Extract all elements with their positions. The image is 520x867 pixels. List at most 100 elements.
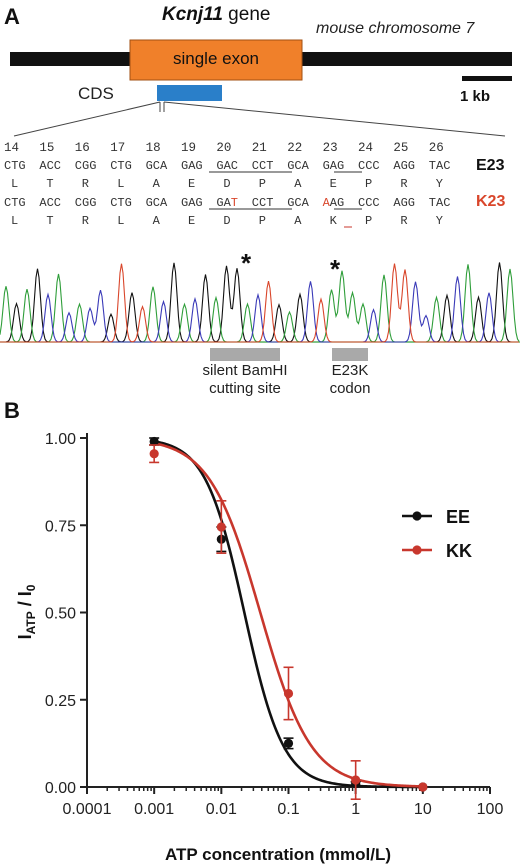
wt-amino-acid: D: [223, 177, 230, 191]
mutant-amino-acid: D: [223, 214, 230, 228]
wt-codon: GCA: [146, 159, 168, 173]
e23k-label: E23K codon: [315, 362, 385, 398]
annotation-bars: [210, 348, 368, 361]
exon-box: [129, 39, 303, 81]
mutant-amino-acid: E: [188, 214, 195, 228]
codon-number: 16: [75, 141, 90, 155]
codon-number: 17: [110, 141, 125, 155]
exon-label: single exon: [172, 49, 259, 68]
chart-legend: EE KK: [402, 507, 472, 561]
codon-number: 21: [252, 141, 267, 155]
mutant-amino-acid: R: [82, 214, 89, 228]
mutant-codon: GAG: [181, 196, 203, 210]
bamhi-bar: [210, 348, 280, 361]
y-tick-label: 0.25: [45, 693, 76, 710]
e23k-bar: [332, 348, 368, 361]
y-label-sub2: 0: [24, 584, 38, 591]
y-tick-label: 0.75: [45, 518, 76, 535]
mutant-codon: GCA: [287, 196, 309, 210]
y-tick-label: 0.50: [45, 606, 76, 623]
legend-label-kk: KK: [446, 541, 472, 561]
y-tick-label: 0.00: [45, 780, 76, 797]
legend-marker-ee: [412, 511, 422, 521]
x-tick-label: 100: [477, 801, 504, 818]
asterisk-1: *: [241, 248, 252, 278]
sequence-alignment: 14 15 16 17 18 19 20 21 22 23 24 25 26 CTG ACC CGG CTG G…: [4, 141, 505, 278]
cds-box: [157, 85, 222, 101]
wt-amino-acid: E: [330, 177, 337, 191]
chromosome-label: mouse chromosome 7: [316, 20, 475, 37]
chart-axes: 0.00 0.25 0.50 0.75 1.00 0.0001 0.001 0.01 0.1 1 1…: [45, 431, 504, 818]
zoom-line-right: [163, 101, 506, 137]
bamhi-label-line-2: cutting site: [209, 380, 281, 397]
e23k-label-line-1: E23K: [331, 362, 369, 379]
y-label-sub: ATP: [24, 611, 38, 634]
mutant-amino-acid: L: [11, 214, 18, 228]
mutant-codon: CCC: [358, 196, 380, 210]
mutant-amino-acid: K: [330, 214, 338, 228]
wt-codon: AGG: [393, 159, 415, 173]
fit-curve-kk: [153, 441, 423, 788]
data-point-kk: [149, 449, 159, 459]
codon-number: 18: [146, 141, 161, 155]
x-tick-label: 0.0001: [63, 801, 112, 818]
mutant-amino-acid: R: [400, 214, 407, 228]
wt-codon: ACC: [39, 159, 61, 173]
x-tick-label: 0.1: [277, 801, 299, 818]
data-point-kk: [216, 522, 226, 532]
wt-codon: GCA: [287, 159, 309, 173]
panel-a-letter: A: [4, 4, 20, 29]
mutant-amino-acid: A: [294, 214, 302, 228]
codon-number: 24: [358, 141, 373, 155]
codon-numbers: 14 15 16 17 18 19 20 21 22 23 24 25 26: [4, 141, 444, 155]
scale-bar: [462, 76, 512, 81]
data-point-kk: [283, 688, 294, 699]
gene-name: Kcnj11: [162, 4, 223, 25]
data-point-ee: [149, 436, 159, 447]
wt-codon: CCT: [252, 159, 274, 173]
x-tick-label: 10: [414, 801, 432, 818]
wt-amino-acid: E: [188, 177, 195, 191]
x-tick-label: 0.001: [134, 801, 174, 818]
mutant-codon: CTG: [4, 196, 26, 210]
data-point-kk: [351, 775, 361, 785]
wt-amino-acid: R: [400, 177, 407, 191]
mutant-codon: GCA: [146, 196, 168, 210]
codon-number: 19: [181, 141, 196, 155]
mutant-amino-acid: T: [46, 214, 53, 228]
wt-label: E23: [476, 157, 505, 174]
e23k-label-line-2: codon: [329, 380, 371, 397]
wt-amino-acid: Y: [436, 177, 443, 191]
x-tick-label: 1: [351, 801, 360, 818]
codon-number: 23: [323, 141, 338, 155]
codon-number: 26: [429, 141, 444, 155]
mutant-amino-acid: Y: [436, 214, 443, 228]
wt-codon: CCC: [358, 159, 380, 173]
wt-amino-acid: L: [11, 177, 18, 191]
trace-a: [0, 264, 520, 343]
mutant-codon: CTG: [110, 196, 132, 210]
gene-word: gene: [222, 4, 271, 25]
trace-c: [0, 276, 519, 343]
wt-codon: TAC: [429, 159, 451, 173]
zoom-line-left: [13, 101, 161, 137]
panel-b-letter: B: [4, 398, 20, 423]
trace-t: [0, 263, 519, 343]
y-label-main: I: [15, 634, 35, 639]
wt-codon: GAC: [216, 159, 238, 173]
codon-number: 20: [216, 141, 231, 155]
wt-codon: CGG: [75, 159, 97, 173]
y-axis-label: IATP / I0: [15, 584, 38, 639]
chart-points: [149, 436, 428, 801]
mutant-amino-acid: L: [117, 214, 124, 228]
data-point-kk: [418, 782, 428, 792]
wt-amino-acid: A: [294, 177, 302, 191]
gene-title: Kcnj11 gene: [162, 4, 270, 26]
fit-curve-ee: [153, 440, 423, 789]
atp-inhibition-chart: 0.00 0.25 0.50 0.75 1.00 0.0001 0.001 0.01 0.1 1 1…: [15, 431, 504, 864]
wt-codon: GAG: [323, 159, 345, 173]
mutant-codons: CTG ACC CGG CTG GCA GAG GAT CCT GCA AAG CCC AGG TAC: [4, 196, 450, 210]
codon-number: 25: [393, 141, 408, 155]
